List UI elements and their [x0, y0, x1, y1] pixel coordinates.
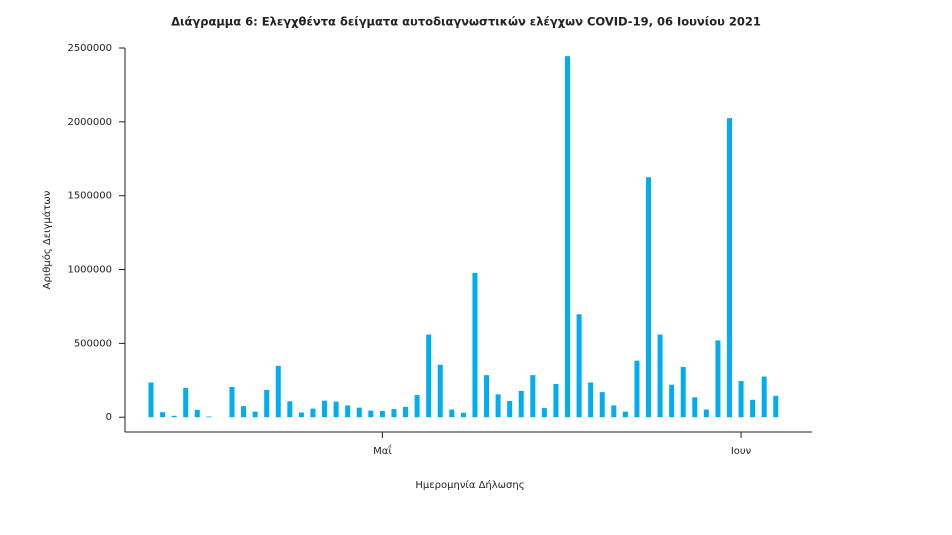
bar [541, 408, 547, 418]
x-tick-label: Ιουν [731, 446, 752, 457]
bar [171, 415, 177, 418]
bar [518, 390, 524, 418]
bar [484, 375, 490, 418]
bar [391, 409, 397, 418]
bar [680, 367, 686, 418]
bar [727, 118, 732, 418]
bar [692, 397, 698, 418]
bar [599, 392, 605, 418]
bar [241, 406, 247, 418]
bar [275, 365, 281, 418]
bar [761, 376, 767, 418]
bar [403, 406, 409, 418]
bar [622, 411, 628, 418]
bar [565, 56, 571, 418]
bar [553, 384, 559, 418]
y-tick-label: 2000000 [67, 117, 112, 128]
bar [611, 405, 617, 418]
bar [507, 400, 513, 418]
bar [495, 394, 501, 418]
bar [703, 409, 709, 418]
bar [252, 411, 258, 418]
bar [576, 314, 582, 418]
bar [310, 408, 316, 418]
bar [449, 409, 455, 418]
bar [588, 382, 594, 418]
x-tick-label: Μαΐ [373, 443, 392, 457]
bar [634, 360, 640, 418]
bar [530, 375, 536, 418]
bar [183, 387, 189, 418]
bar [368, 410, 374, 418]
bar [298, 412, 304, 418]
bar [160, 412, 166, 418]
bar [437, 364, 443, 418]
bar [472, 272, 478, 418]
bar [773, 395, 779, 418]
bar [206, 416, 212, 418]
chart-title: Διάγραμμα 6: Ελεγχθέντα δείγματα αυτοδια… [171, 15, 761, 29]
bar [738, 381, 744, 418]
bar [264, 389, 270, 418]
x-axis-label: Ημερομηνία Δήλωσης [415, 479, 524, 491]
bar [345, 405, 351, 418]
bar [229, 386, 235, 418]
bar [148, 382, 154, 418]
y-tick-label: 2500000 [67, 43, 112, 54]
y-tick-label: 1000000 [67, 265, 112, 276]
bar [322, 400, 328, 418]
y-tick-label: 0 [106, 412, 112, 423]
bar [379, 411, 385, 418]
bar [426, 334, 432, 418]
y-tick-label: 500000 [74, 338, 112, 349]
bar [414, 395, 420, 418]
bar [460, 412, 466, 418]
bar [356, 407, 362, 418]
bar [287, 401, 293, 418]
y-axis-label: Αριθμός Δειγμάτων [41, 190, 53, 289]
bar [657, 334, 663, 418]
y-tick-label: 1500000 [67, 191, 112, 202]
bar [194, 409, 200, 418]
bar [669, 384, 675, 418]
bar [646, 177, 652, 418]
bar [333, 401, 339, 418]
bar [750, 399, 756, 418]
bar [715, 340, 721, 418]
